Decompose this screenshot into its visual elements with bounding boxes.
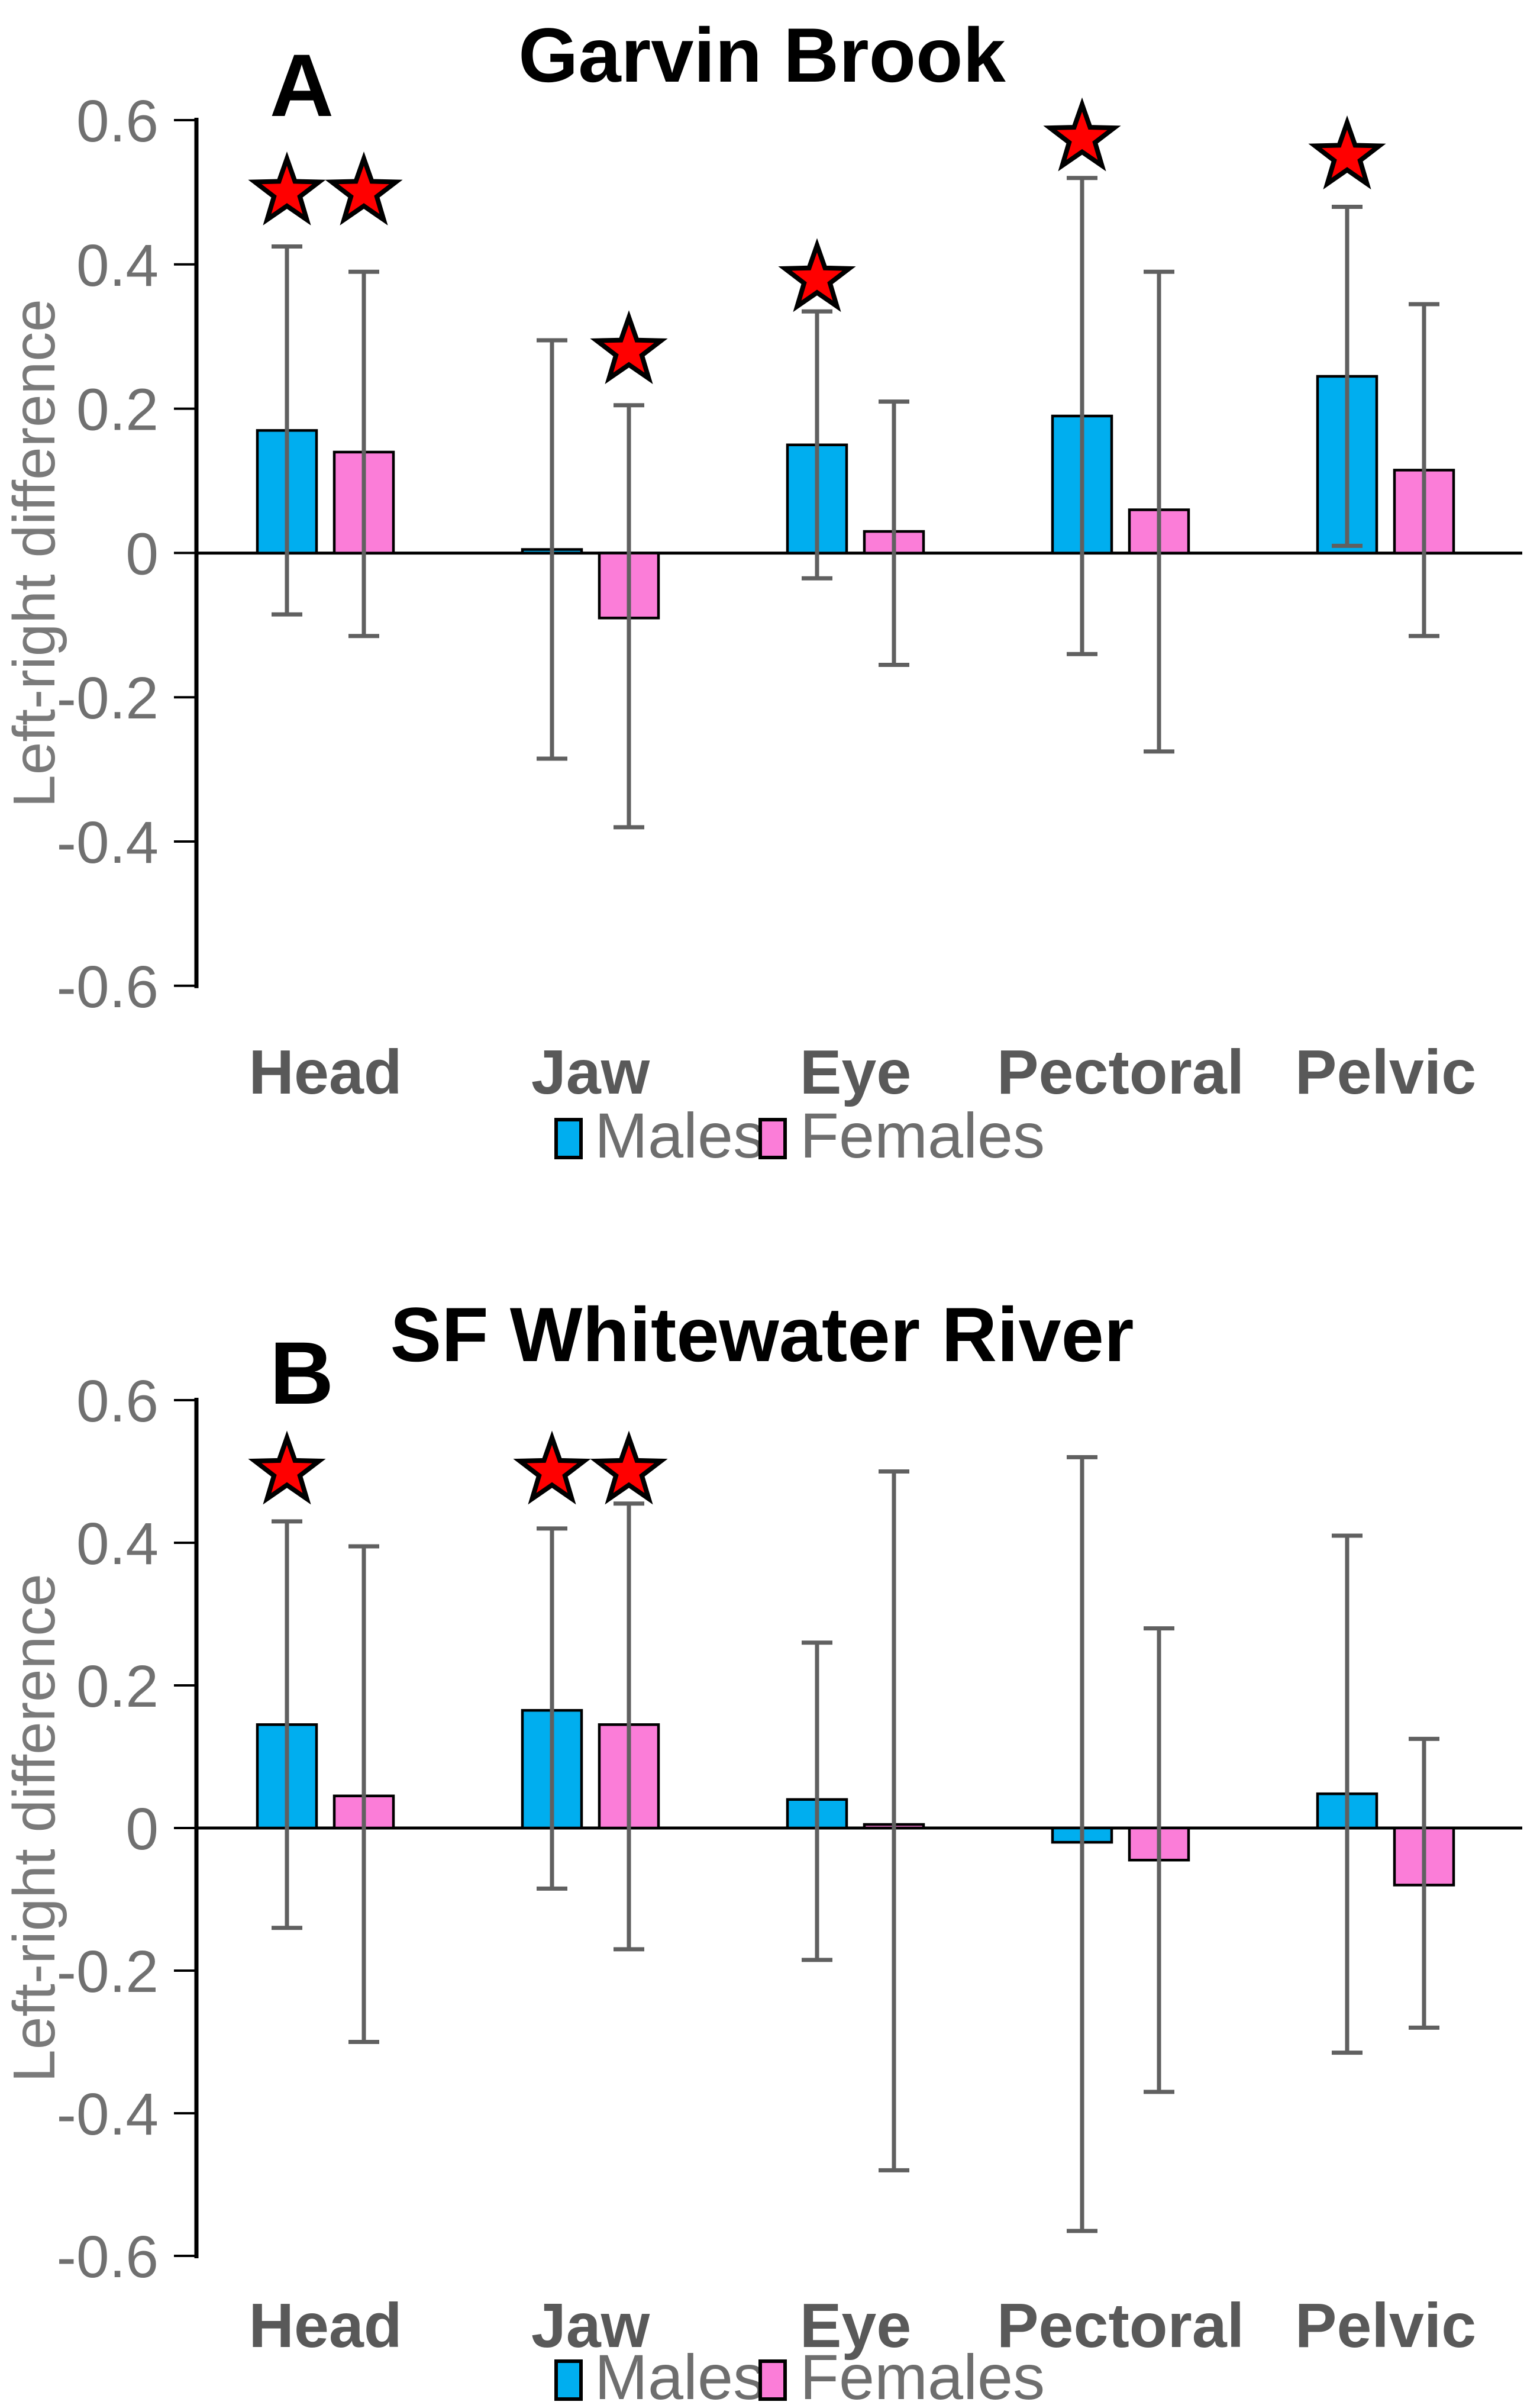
legend-b-females-label: Females [800, 2341, 1045, 2405]
category-label: Eye [800, 1037, 912, 1107]
legend-b-males-swatch [554, 2359, 583, 2401]
panel-b-legend: Males Females [554, 2341, 1045, 2405]
significance-star-icon [1308, 115, 1386, 190]
y-tick-label: -0.2 [57, 1939, 159, 2005]
y-tick-label: -0.4 [57, 2081, 159, 2148]
panel-b-plot: 0.6 0.4 0.2 0 -0.2 -0.4 -0.6 Head Jaw Eye Pectoral… [57, 1368, 1522, 2361]
category-label: Eye [800, 2291, 912, 2361]
significance-star-icon [248, 151, 326, 225]
significance-star-icon [590, 1430, 668, 1505]
y-tick-label: 0.4 [76, 1511, 159, 1577]
significance-star-icon [325, 151, 403, 225]
y-tick-label: 0.6 [76, 1368, 159, 1434]
panel-a-y-axis-label: Left-right difference [1, 299, 67, 808]
legend-a-females-swatch [758, 1118, 787, 1159]
y-tick-label: 0 [125, 1796, 159, 1862]
legend-a-females-label: Females [800, 1100, 1045, 1171]
y-tick-label: -0.6 [57, 2224, 159, 2290]
significance-star-icon [513, 1430, 591, 1505]
legend-b-males-label: Males [595, 2341, 765, 2405]
y-tick-label: 0.6 [76, 88, 159, 154]
category-label: Head [248, 2291, 402, 2361]
significance-star-icon [248, 1430, 326, 1505]
panel-b-y-axis-label: Left-right difference [1, 1574, 67, 2082]
y-tick-label: -0.4 [57, 810, 159, 876]
y-tick-label: 0.4 [76, 233, 159, 299]
panel-a-plot: 0.6 0.4 0.2 0 -0.2 -0.4 -0.6 Head Jaw Eye Pectoral… [57, 88, 1522, 1107]
panel-a-title: Garvin Brook [518, 12, 1006, 98]
significance-star-icon [778, 238, 856, 312]
category-label: Pectoral [997, 2291, 1244, 2361]
significance-star-icon [1043, 97, 1121, 172]
panel-a-legend: Males Females [554, 1100, 1045, 1171]
legend-a-males-label: Males [595, 1100, 765, 1171]
category-label: Pectoral [997, 1037, 1244, 1107]
legend-b-females-swatch [758, 2359, 787, 2401]
category-label: Jaw [531, 2291, 650, 2361]
y-tick-label: -0.2 [57, 665, 159, 731]
panel-b-title: SF Whitewater River [390, 1291, 1134, 1378]
panel-b-letter: B [270, 1323, 334, 1423]
category-label: Pelvic [1295, 1037, 1476, 1107]
category-label: Head [248, 1037, 402, 1107]
y-tick-label: -0.6 [57, 954, 159, 1020]
y-tick-label: 0.2 [76, 1653, 159, 1720]
y-tick-label: 0 [125, 521, 159, 587]
significance-star-icon [590, 310, 668, 385]
category-label: Jaw [531, 1037, 650, 1107]
legend-a-males-swatch [554, 1118, 583, 1159]
y-tick-label: 0.2 [76, 377, 159, 443]
panel-a-letter: A [270, 36, 334, 135]
category-label: Pelvic [1295, 2291, 1476, 2361]
